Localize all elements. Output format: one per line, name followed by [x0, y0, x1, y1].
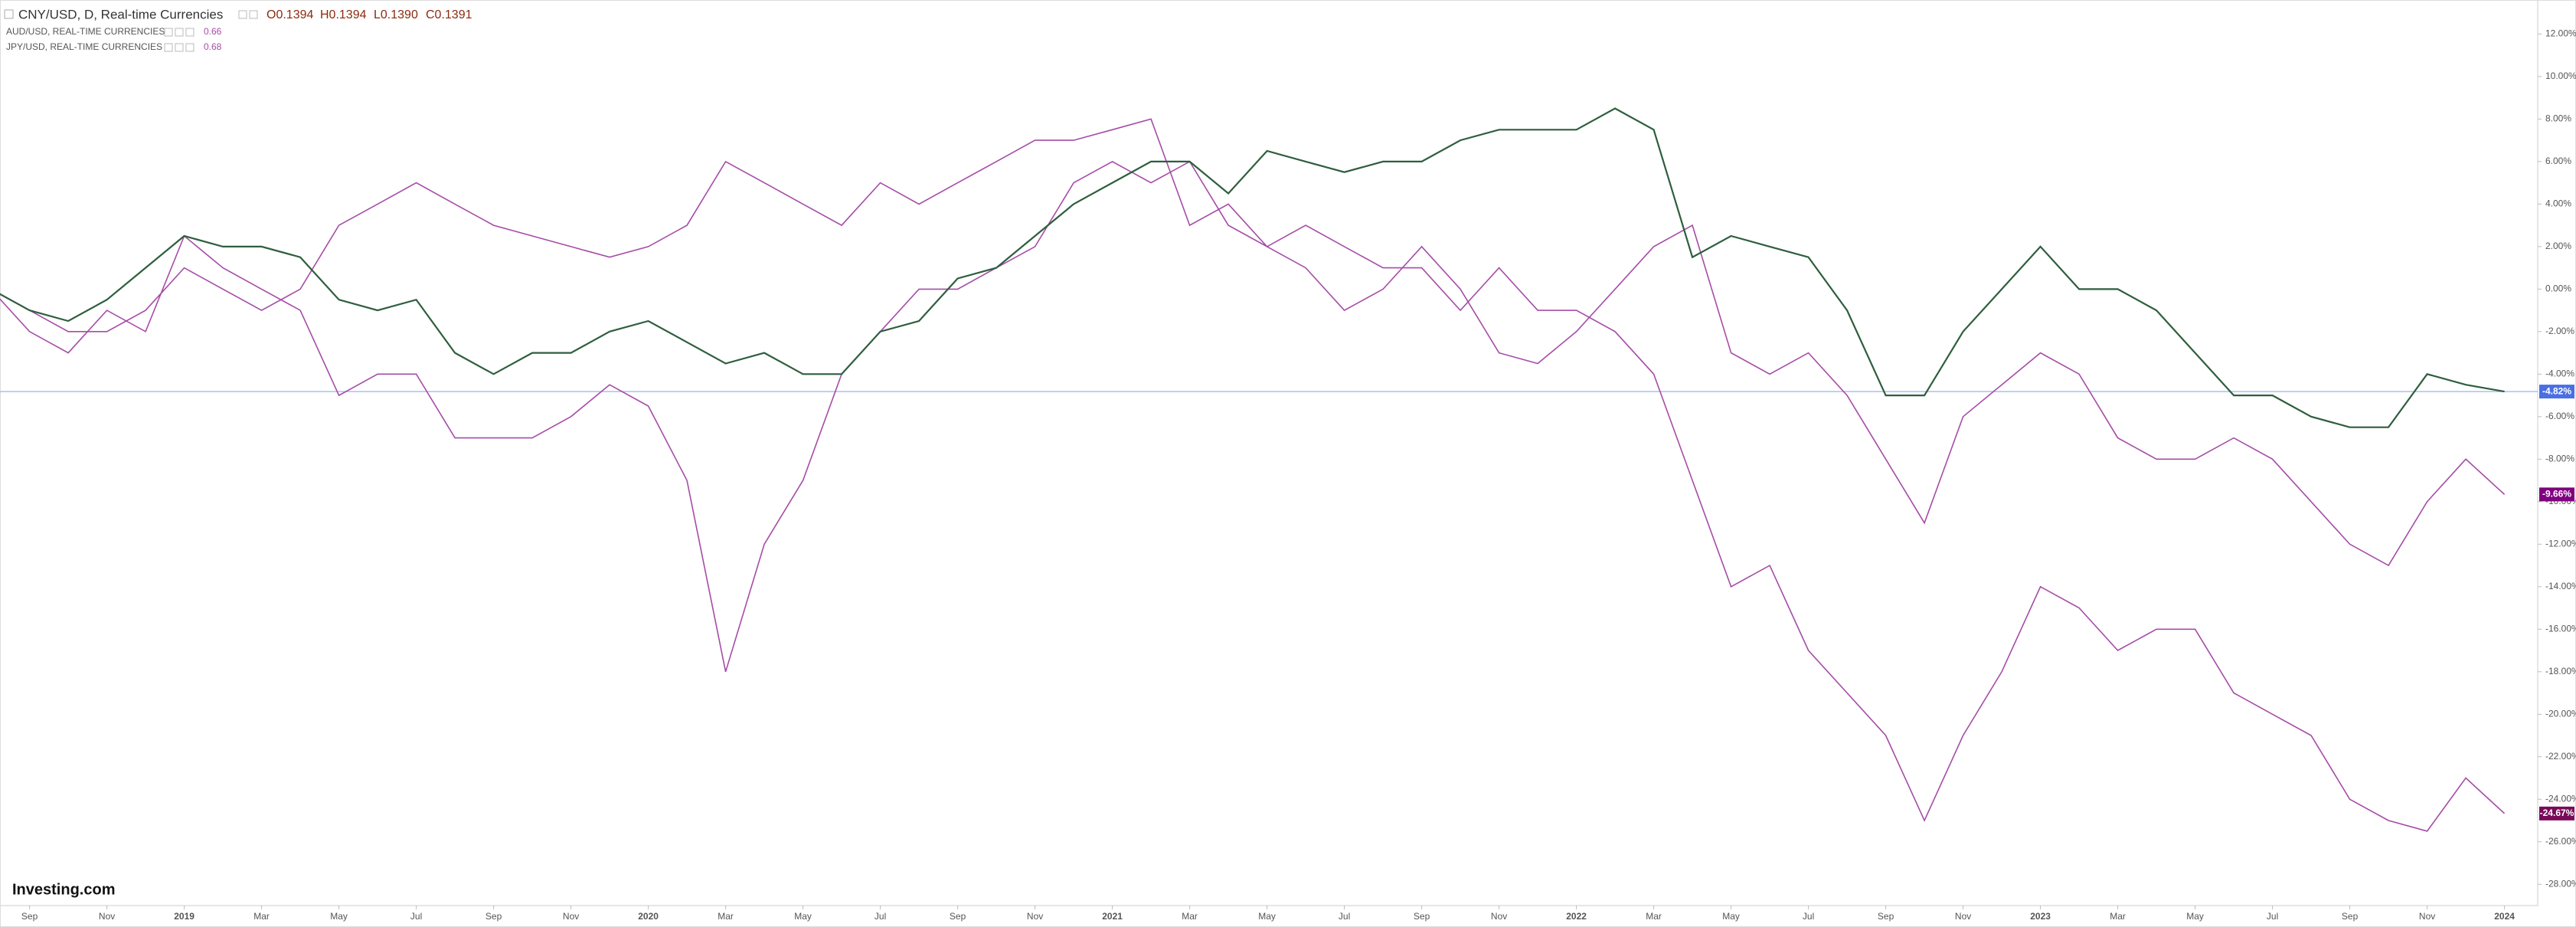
- x-tick-label: Nov: [1027, 911, 1043, 922]
- x-tick-label: 2022: [1566, 911, 1587, 922]
- y-tick-label: -18.00%: [2545, 666, 2576, 676]
- icon[interactable]: [185, 28, 195, 37]
- y-tick-label: -26.00%: [2545, 836, 2576, 847]
- last-value-box: [2539, 806, 2574, 821]
- icon[interactable]: [175, 28, 184, 37]
- icon[interactable]: [175, 43, 184, 52]
- x-tick-label: Nov: [1955, 911, 1971, 922]
- x-tick-label: Sep: [2342, 911, 2359, 922]
- y-tick-label: 6.00%: [2545, 156, 2571, 166]
- y-tick-label: -12.00%: [2545, 538, 2576, 549]
- x-tick-label: Mar: [1646, 911, 1662, 922]
- icon[interactable]: [164, 28, 173, 37]
- x-tick-label: 2019: [174, 911, 195, 922]
- y-tick-label: -22.00%: [2545, 751, 2576, 762]
- x-tick-label: May: [794, 911, 812, 922]
- plot-area: [0, 107, 2538, 832]
- x-tick-label: Mar: [1182, 911, 1198, 922]
- logo: Investing.com: [12, 881, 115, 898]
- x-tick-label: Sep: [950, 911, 966, 922]
- y-tick-label: 8.00%: [2545, 113, 2571, 124]
- x-tick-label: Sep: [1414, 911, 1430, 922]
- series-line: [0, 118, 2506, 832]
- high: H0.1394: [320, 8, 367, 21]
- x-tick-label: Mar: [2110, 911, 2126, 922]
- x-tick-label: Mar: [253, 911, 270, 922]
- y-tick-label: -20.00%: [2545, 708, 2576, 719]
- last-value-label: -4.82%: [2542, 385, 2571, 396]
- last-value-box: [2539, 487, 2574, 502]
- y-tick-label: -2.00%: [2545, 326, 2574, 336]
- low: L0.1390: [374, 8, 418, 21]
- x-tick-label: Nov: [563, 911, 579, 922]
- y-tick-label: 10.00%: [2545, 70, 2576, 81]
- legend-jpy: JPY/USD, REAL-TIME CURRENCIES: [6, 41, 162, 52]
- x-tick-label: Jul: [410, 911, 422, 922]
- icon[interactable]: [185, 43, 195, 52]
- y-tick-label: -8.00%: [2545, 453, 2574, 464]
- y-tick-label: 12.00%: [2545, 28, 2576, 39]
- icon[interactable]: [238, 10, 247, 19]
- legend-aud: AUD/USD, REAL-TIME CURRENCIES: [6, 26, 165, 37]
- x-tick-label: Nov: [99, 911, 115, 922]
- y-tick-label: -24.00%: [2545, 793, 2576, 804]
- x-tick-label: 2023: [2030, 911, 2051, 922]
- x-tick-label: Jul: [1803, 911, 1814, 922]
- x-tick-label: 2020: [638, 911, 659, 922]
- x-tick-label: May: [2186, 911, 2204, 922]
- y-tick-label: -28.00%: [2545, 878, 2576, 889]
- y-tick-label: -14.00%: [2545, 581, 2576, 591]
- y-tick-label: -16.00%: [2545, 623, 2576, 634]
- x-tick-label: Jul: [874, 911, 886, 922]
- x-tick-label: Sep: [21, 911, 38, 922]
- legend-jpy-value: 0.68: [204, 41, 222, 52]
- x-tick-label: Jul: [2267, 911, 2278, 922]
- y-tick-label: 2.00%: [2545, 241, 2571, 251]
- x-tick-label: 2021: [1102, 911, 1123, 922]
- close: C0.1391: [426, 8, 472, 21]
- icon[interactable]: [164, 43, 173, 52]
- open: O0.1394: [266, 8, 313, 21]
- icon[interactable]: [249, 10, 258, 19]
- y-tick-label: 4.00%: [2545, 198, 2571, 209]
- series-line: [0, 107, 2505, 428]
- y-tick-label: -4.00%: [2545, 369, 2574, 379]
- last-value-label: -24.67%: [2540, 807, 2574, 818]
- y-tick-label: 0.00%: [2545, 283, 2571, 294]
- x-tick-label: Nov: [1491, 911, 1507, 922]
- x-tick-label: May: [330, 911, 348, 922]
- y-tick-label: -6.00%: [2545, 411, 2574, 421]
- last-value-box: [2539, 385, 2574, 399]
- x-tick-label: 2024: [2494, 911, 2515, 922]
- last-value-label: -9.66%: [2542, 489, 2571, 500]
- collapse-icon[interactable]: [4, 9, 14, 19]
- series-line: [0, 160, 2506, 673]
- x-tick-label: Mar: [718, 911, 734, 922]
- header: CNY/USD, D, Real-time Currencies O0.1394…: [4, 7, 472, 52]
- x-tick-label: Sep: [1878, 911, 1894, 922]
- x-tick-label: Sep: [485, 911, 502, 922]
- x-tick-label: May: [1258, 911, 1276, 922]
- x-tick-label: Nov: [2419, 911, 2435, 922]
- x-tick-label: Jul: [1339, 911, 1350, 922]
- x-tick-label: May: [1722, 911, 1740, 922]
- main-title: CNY/USD, D, Real-time Currencies: [18, 7, 223, 21]
- legend-aud-value: 0.66: [204, 26, 222, 37]
